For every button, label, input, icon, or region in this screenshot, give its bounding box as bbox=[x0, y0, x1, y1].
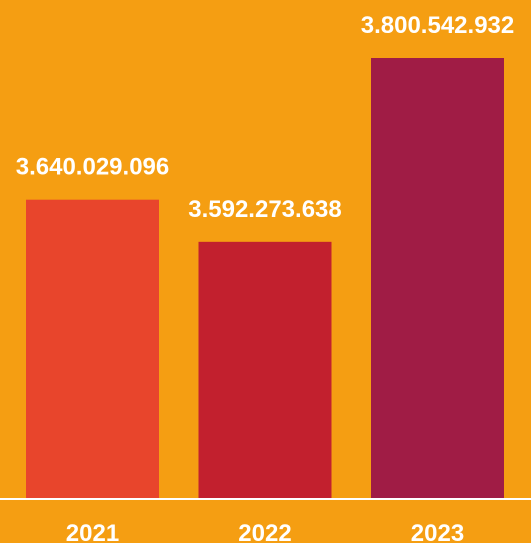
value-label-2022: 3.592.273.638 bbox=[188, 196, 341, 223]
bar-2021 bbox=[26, 199, 159, 499]
category-label-2022: 2022 bbox=[238, 520, 291, 543]
category-label-2023: 2023 bbox=[411, 520, 464, 543]
value-label-2023: 3.800.542.932 bbox=[361, 12, 514, 39]
category-label-2021: 2021 bbox=[66, 520, 119, 543]
bars-group bbox=[26, 58, 504, 499]
value-labels-group: 3.640.029.096 3.592.273.638 3.800.542.932 bbox=[16, 12, 514, 223]
bar-2023 bbox=[371, 58, 504, 499]
value-label-2021: 3.640.029.096 bbox=[16, 154, 169, 181]
bar-2022 bbox=[198, 241, 332, 499]
category-labels-group: 2021 2022 2023 bbox=[66, 520, 464, 543]
